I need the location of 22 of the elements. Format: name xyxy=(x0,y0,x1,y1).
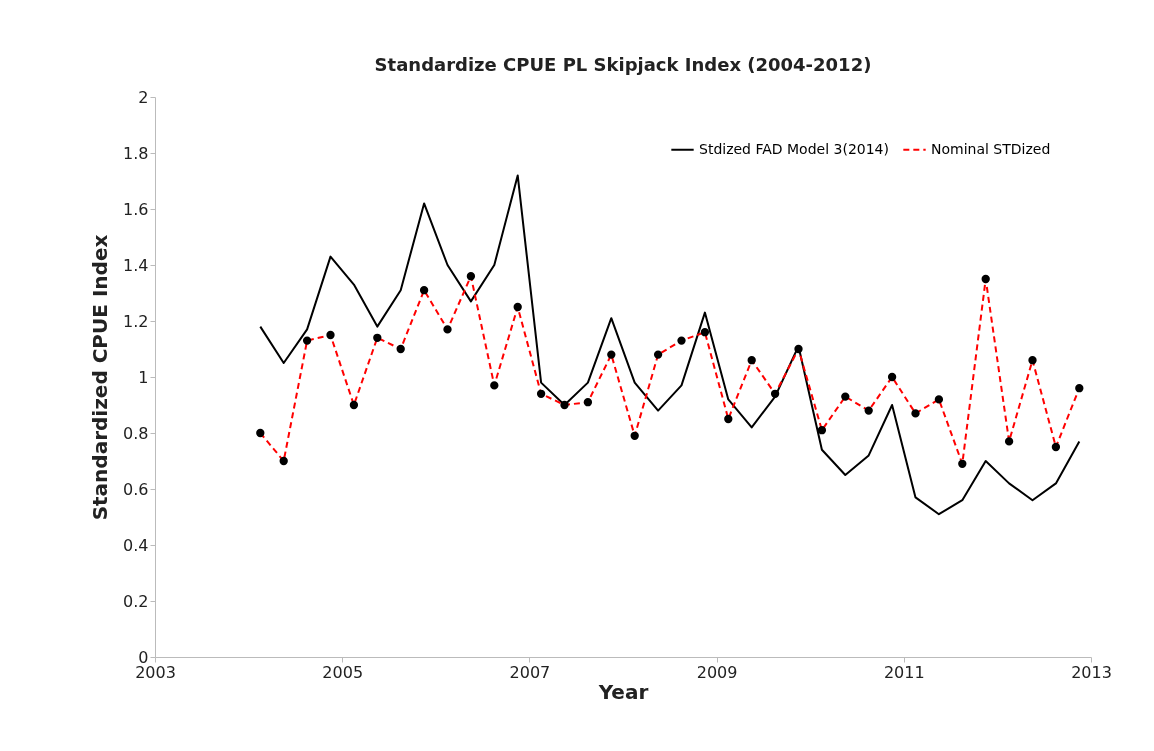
y-tick-label: 0.2 xyxy=(123,591,149,611)
y-tick-label: 0.4 xyxy=(123,535,149,555)
legend-label: Nominal STDized xyxy=(931,140,1051,157)
line-series xyxy=(259,174,1081,516)
legend-label: Stdized FAD Model 3(2014) xyxy=(699,140,889,157)
x-axis-title: Year xyxy=(597,679,649,704)
point xyxy=(560,400,569,410)
x-tick-label: 2013 xyxy=(1071,662,1112,682)
x-tick-label: 2005 xyxy=(322,662,364,682)
y-tick-label: 2 xyxy=(138,87,149,107)
y-tick-label: 1 xyxy=(138,367,149,387)
y-axis-title: Standardized CPUE Index xyxy=(88,234,113,521)
x-tick-label: 2011 xyxy=(883,662,925,682)
y-tick-label: 1.2 xyxy=(123,311,149,331)
y-tick-label: 1.4 xyxy=(123,255,149,275)
x-tick-label: 2009 xyxy=(696,662,738,682)
chart-title: Standardize CPUE PL Skipjack Index (2004-2012) xyxy=(374,54,872,75)
y-tick-label: 1.6 xyxy=(123,199,149,219)
y-tick-label: 0.6 xyxy=(123,479,149,499)
y-tick-label: 1.8 xyxy=(123,143,149,163)
y-tick-label: 0.8 xyxy=(123,423,149,443)
x-tick-label: 2007 xyxy=(509,662,551,682)
